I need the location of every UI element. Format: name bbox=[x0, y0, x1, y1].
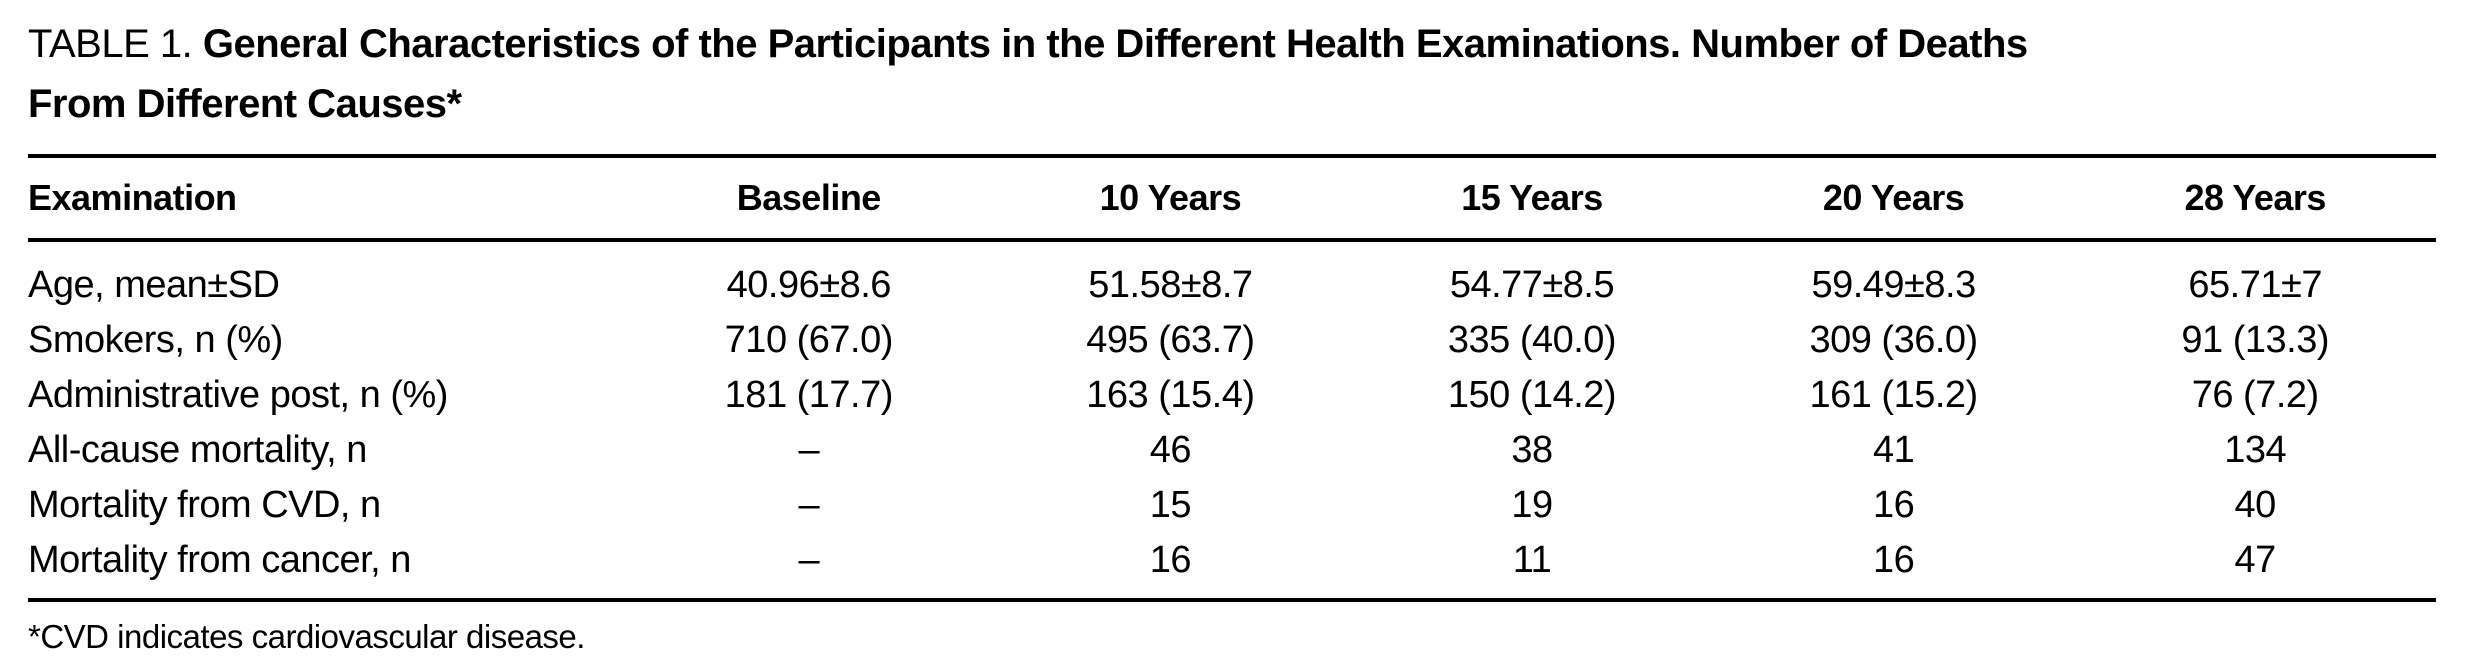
table-row: Administrative post, n (%) 181 (17.7) 16… bbox=[28, 368, 2436, 423]
column-header-examination: Examination bbox=[28, 154, 628, 242]
cell: 51.58±8.7 bbox=[1088, 264, 1253, 306]
table-row: Mortality from CVD, n – 15 19 16 40 bbox=[28, 478, 2436, 533]
column-header-15-years: 15 Years bbox=[1351, 154, 1713, 242]
table-row: Age, mean±SD 40.96±8.6 51.58±8.7 54.77±8… bbox=[28, 240, 2436, 313]
table-number: TABLE 1. bbox=[28, 22, 193, 66]
column-header-10-years: 10 Years bbox=[989, 154, 1352, 242]
cell: 40.96±8.6 bbox=[726, 264, 892, 306]
cell: 15 bbox=[1149, 484, 1192, 526]
cell: 19 bbox=[1511, 484, 1553, 526]
cell: 76 (7.2) bbox=[2191, 374, 2319, 416]
cell: 40 bbox=[2234, 484, 2277, 526]
table-body: Age, mean±SD 40.96±8.6 51.58±8.7 54.77±8… bbox=[28, 240, 2436, 600]
row-label: All-cause mortality, n bbox=[28, 429, 367, 471]
row-label: Smokers, n (%) bbox=[28, 319, 283, 361]
cell: 38 bbox=[1511, 429, 1553, 471]
cell: 134 bbox=[2224, 429, 2287, 471]
cell: 181 (17.7) bbox=[724, 374, 894, 416]
cell: 16 bbox=[1872, 539, 1915, 581]
cell: 54.77±8.5 bbox=[1449, 264, 1615, 306]
cell: 161 (15.2) bbox=[1809, 374, 1978, 416]
characteristics-table: Examination Baseline 10 Years 15 Years 2… bbox=[28, 154, 2436, 602]
table-row: Smokers, n (%) 710 (67.0) 495 (63.7) 335… bbox=[28, 313, 2436, 368]
row-label: Mortality from CVD, n bbox=[28, 484, 381, 526]
table-row: All-cause mortality, n – 46 38 41 134 bbox=[28, 423, 2436, 478]
table-header: Examination Baseline 10 Years 15 Years 2… bbox=[28, 154, 2436, 242]
cell: 65.71±7 bbox=[2188, 264, 2322, 306]
cell: 710 (67.0) bbox=[724, 319, 894, 361]
row-label: Mortality from cancer, n bbox=[28, 539, 411, 581]
table-title-line1: TABLE 1. General Characteristics of the … bbox=[28, 14, 2436, 74]
header-row: Examination Baseline 10 Years 15 Years 2… bbox=[28, 154, 2436, 242]
cell: 16 bbox=[1872, 484, 1915, 526]
table-title: TABLE 1. General Characteristics of the … bbox=[28, 14, 2436, 134]
table-title-text: General Characteristics of the Participa… bbox=[202, 22, 2028, 66]
column-header-baseline: Baseline bbox=[628, 154, 990, 242]
cell: 335 (40.0) bbox=[1447, 319, 1617, 361]
cell: 41 bbox=[1872, 429, 1915, 471]
cell: 16 bbox=[1149, 539, 1192, 581]
cell: 91 (13.3) bbox=[2181, 319, 2329, 361]
cell: 163 (15.4) bbox=[1086, 374, 1255, 416]
cell: 495 (63.7) bbox=[1086, 319, 1255, 361]
cell: 47 bbox=[2234, 539, 2277, 581]
cell: 150 (14.2) bbox=[1447, 374, 1617, 416]
table-footnote: *CVD indicates cardiovascular disease. bbox=[28, 618, 585, 655]
cell: – bbox=[798, 429, 820, 471]
row-label: Age, mean±SD bbox=[28, 264, 280, 306]
cell: – bbox=[798, 539, 820, 581]
row-label: Administrative post, n (%) bbox=[28, 374, 448, 416]
cell: 11 bbox=[1512, 539, 1552, 581]
cell: 309 (36.0) bbox=[1809, 319, 1978, 361]
table-row: Mortality from cancer, n – 16 11 16 47 bbox=[28, 533, 2436, 600]
cell: 59.49±8.3 bbox=[1811, 264, 1976, 306]
column-header-20-years: 20 Years bbox=[1712, 154, 2075, 242]
table-title-line2: From Different Causes* bbox=[28, 82, 462, 126]
column-header-28-years: 28 Years bbox=[2074, 154, 2436, 242]
cell: – bbox=[798, 484, 820, 526]
cell: 46 bbox=[1149, 429, 1192, 471]
